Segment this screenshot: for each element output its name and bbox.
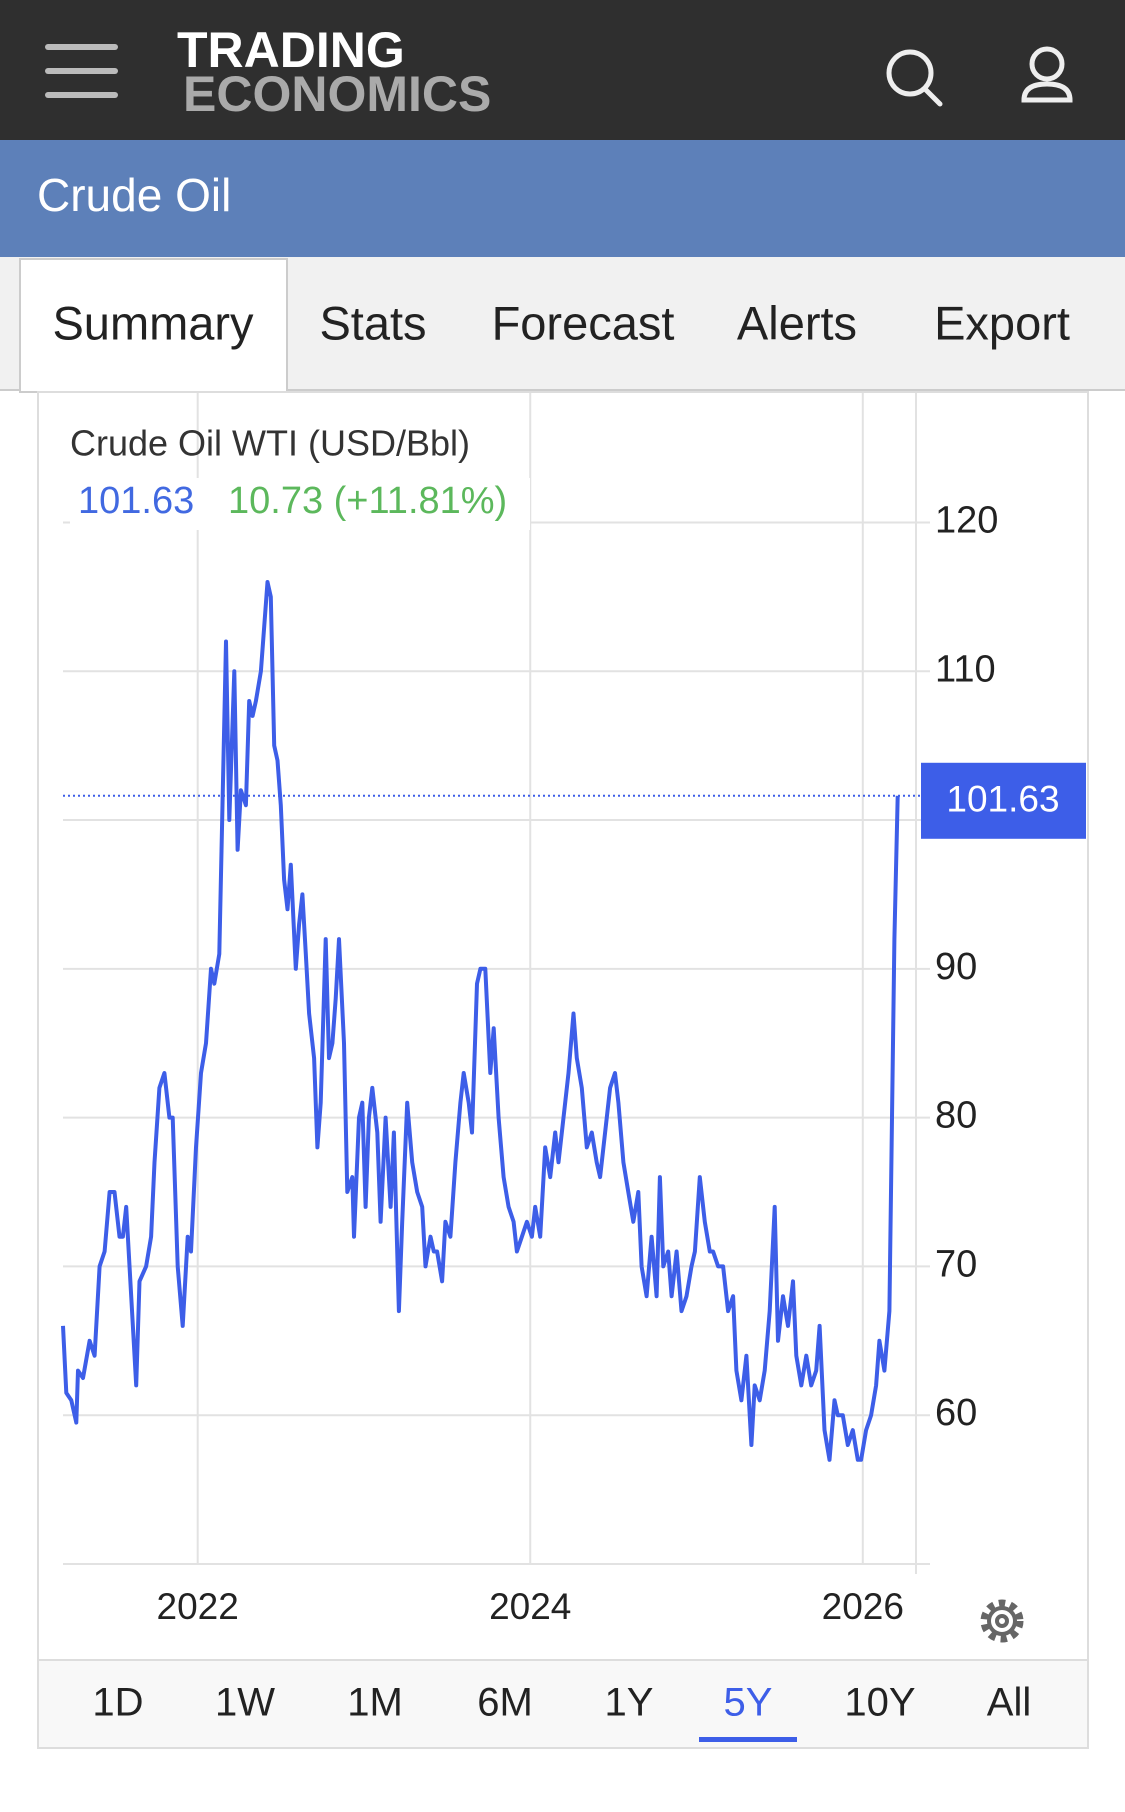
menu-button[interactable] — [45, 44, 118, 98]
chart-title: Crude Oil WTI (USD/Bbl) — [70, 423, 470, 464]
user-icon[interactable] — [1021, 46, 1073, 103]
range-button[interactable]: 10Y — [844, 1681, 915, 1725]
gear-teeth — [980, 1599, 1024, 1643]
price: 101.63 — [78, 480, 194, 522]
tab-label[interactable]: Summary — [52, 296, 254, 349]
logo-bottom[interactable]: ECONOMICS — [183, 66, 491, 122]
user-body — [1021, 81, 1073, 103]
gear-ring — [987, 1606, 1017, 1636]
y-tick-label: 80 — [935, 1095, 977, 1137]
search-icon[interactable] — [886, 49, 943, 107]
title-bar — [0, 140, 1125, 257]
tab-label[interactable]: Stats — [319, 296, 426, 349]
y-tick-label: 90 — [935, 946, 977, 988]
logo-top[interactable]: TRADING — [177, 22, 405, 78]
tab-label[interactable]: Forecast — [492, 296, 675, 349]
price-line — [61, 580, 900, 1462]
range-button[interactable]: 6M — [477, 1681, 533, 1725]
range-bar — [39, 1661, 1087, 1747]
plot: 60708090100110120202220242026101.63 — [61, 393, 1086, 1627]
range-button[interactable]: 1Y — [605, 1681, 654, 1725]
y-tick-label: 120 — [935, 499, 998, 541]
x-tick-label: 2022 — [157, 1586, 239, 1627]
y-tick-label: 60 — [935, 1392, 977, 1434]
user-head — [1029, 46, 1065, 82]
price-change: 10.73 (+11.81%) — [228, 480, 507, 522]
tabs: Summary Stats Forecast Alerts Export — [19, 258, 1070, 393]
top-bar — [0, 0, 1125, 140]
x-tick-label: 2026 — [822, 1586, 904, 1627]
range-buttons: 1D 1W 1M 6M 1Y 5Y 10Y All — [92, 1681, 1031, 1742]
last-price-label: 101.63 — [946, 779, 1059, 820]
tab-label[interactable]: Alerts — [737, 296, 857, 349]
last-price-box — [921, 762, 1086, 839]
range-button[interactable]: 1W — [215, 1681, 275, 1725]
range-button[interactable]: 1D — [92, 1681, 143, 1725]
page-title: Crude Oil — [37, 169, 231, 221]
range-underline — [699, 1737, 797, 1742]
search-lens — [886, 49, 934, 97]
range-button[interactable]: 5Y — [724, 1681, 773, 1725]
y-tick-label: 70 — [935, 1243, 977, 1285]
settings-icon[interactable] — [980, 1599, 1024, 1643]
x-tick-label: 2024 — [489, 1586, 571, 1627]
gear-hole — [995, 1614, 1009, 1628]
range-button[interactable]: 1M — [347, 1681, 403, 1725]
range-button[interactable]: All — [987, 1681, 1031, 1725]
y-tick-label: 110 — [935, 648, 996, 690]
chart-card — [37, 391, 1089, 1749]
legend-bg — [70, 478, 530, 530]
search-handle — [922, 86, 943, 107]
tab-label[interactable]: Export — [934, 296, 1070, 349]
